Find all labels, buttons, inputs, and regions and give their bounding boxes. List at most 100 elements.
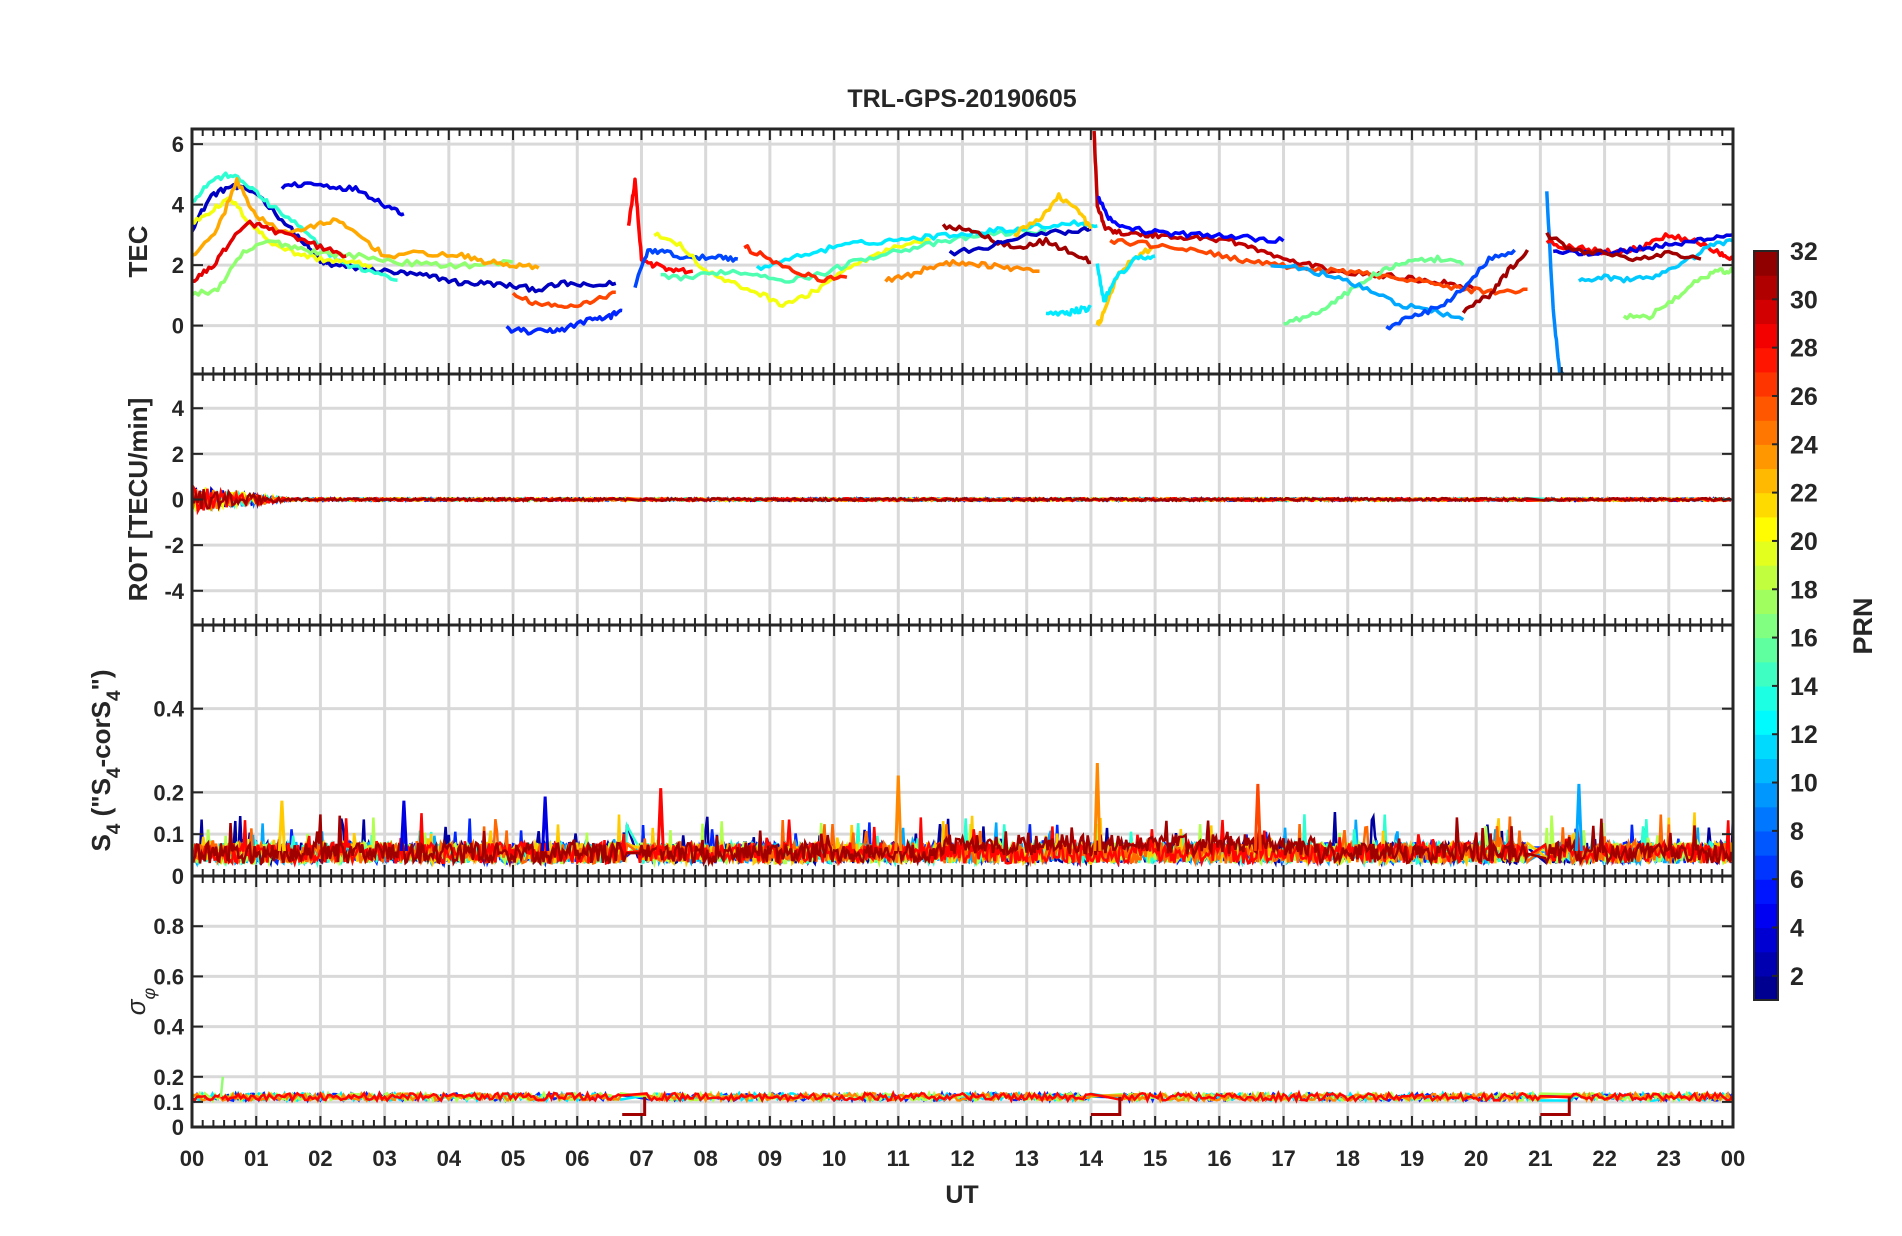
colorbar-tick-label: 12 xyxy=(1790,721,1818,749)
colorbar-band xyxy=(1754,685,1778,711)
tec-series-prn-17 xyxy=(1622,266,1733,321)
colorbar-band xyxy=(1754,395,1778,421)
panel-sigma-data xyxy=(192,1076,1733,1116)
y-tick-label: 0 xyxy=(172,314,184,339)
y-tick-label: 0.4 xyxy=(153,1015,184,1040)
colorbar-band xyxy=(1754,855,1778,880)
y-axis-label: ROT [TECU/min] xyxy=(123,398,153,602)
x-tick-label: 07 xyxy=(629,1146,653,1171)
x-tick-labels: 00 01 02 03 04 05 06 07 08 09 10 11 12 13 14 15 16 17 18 19… xyxy=(180,1146,1745,1171)
tec-series-prn-28 xyxy=(626,177,694,275)
colorbar-band xyxy=(1754,371,1778,397)
tec-series-prn-27 xyxy=(743,244,848,283)
y-tick-label: -2 xyxy=(164,533,184,558)
colorbar-band xyxy=(1754,420,1778,445)
tec-series-prn-14 xyxy=(192,171,398,282)
chart-title: TRL-GPS-20190605 xyxy=(847,85,1076,113)
colorbar-tick-label: 20 xyxy=(1790,528,1818,556)
colorbar-tick-label: 28 xyxy=(1790,335,1818,363)
colorbar-band xyxy=(1754,589,1778,615)
colorbar-band xyxy=(1754,710,1778,735)
colorbar-band xyxy=(1754,975,1778,1001)
colorbar-band xyxy=(1754,879,1778,904)
x-tick-label: 16 xyxy=(1207,1146,1231,1171)
s4-series-prn-31 xyxy=(192,814,1733,868)
tec-series-prn-5 xyxy=(1097,195,1285,244)
colorbar-band xyxy=(1754,540,1778,566)
y-tick-label: 0.8 xyxy=(153,914,184,939)
y-tick-label: 0 xyxy=(172,1115,184,1140)
x-tick-label: 08 xyxy=(693,1146,717,1171)
colorbar-band xyxy=(1754,661,1778,687)
y-tick-label: 0.6 xyxy=(153,964,184,989)
colorbar-band xyxy=(1754,758,1778,784)
colorbar-tick-label: 14 xyxy=(1790,673,1818,701)
colorbar-tick-label: 2 xyxy=(1790,963,1804,991)
colorbar-band xyxy=(1754,637,1778,663)
x-tick-label: 12 xyxy=(950,1146,974,1171)
colorbar-band xyxy=(1754,299,1778,325)
x-tick-label: 23 xyxy=(1657,1146,1681,1171)
tec-series-prn-20 xyxy=(653,231,932,308)
y-tick-label: -4 xyxy=(164,579,184,604)
s4-peak xyxy=(541,796,550,851)
colorbar-band xyxy=(1754,734,1778,759)
sigma-series-prn-28 xyxy=(192,1089,1733,1104)
tec-series-prn-16 xyxy=(1283,254,1465,326)
panel-rot-data xyxy=(192,484,1732,516)
colorbar-tick-label: 6 xyxy=(1790,866,1804,894)
colorbar-label: PRN xyxy=(1848,597,1878,654)
tec-series-prn-10 xyxy=(1270,263,1465,322)
tec-series-prn-22 xyxy=(1013,192,1093,238)
x-tick-label: 04 xyxy=(437,1146,462,1171)
tec-series-prn-4 xyxy=(280,181,405,217)
panel-s4-data xyxy=(192,763,1733,869)
y-tick-label: 0.2 xyxy=(153,1065,184,1090)
tec-series-prn-31 xyxy=(1545,231,1702,263)
rot-series-prn-31 xyxy=(192,488,1732,512)
colorbar-band xyxy=(1754,347,1778,373)
x-tick-label: 18 xyxy=(1336,1146,1360,1171)
colorbar-band xyxy=(1754,492,1778,518)
colorbar-tick-label: 16 xyxy=(1790,625,1818,653)
tec-series-prn-7 xyxy=(1385,248,1516,331)
y-tick-label: 4 xyxy=(172,396,185,421)
x-tick-label: 15 xyxy=(1143,1146,1167,1171)
s4-peak xyxy=(399,800,408,851)
colorbar-tick-label: 24 xyxy=(1790,431,1818,459)
sigma-dip xyxy=(622,1096,647,1116)
panel-tec: 0 2 4 6 TEC xyxy=(123,127,1735,376)
tec-series-prn-29 xyxy=(192,219,347,284)
colorbar-tick-label: 4 xyxy=(1790,915,1804,943)
panel-rot: -4 -2 0 2 4 ROT [TECU/min] xyxy=(123,372,1735,627)
tec-series-prn-24 xyxy=(884,258,1040,283)
s4-peak xyxy=(1253,783,1262,851)
y-tick-label: 2 xyxy=(172,253,184,278)
tec-series-prn-9 xyxy=(1545,191,1565,374)
tec-series-prn-12 xyxy=(755,219,1098,272)
colorbar-band xyxy=(1754,323,1778,349)
s4-peak xyxy=(1093,763,1102,851)
colorbar-band xyxy=(1754,565,1778,590)
colorbar-band xyxy=(1754,251,1778,276)
panel-sigma: 00.10.2 0.4 0.6 0.8 σφ xyxy=(121,874,1735,1140)
x-tick-label: 10 xyxy=(822,1146,846,1171)
x-tick-label: 06 xyxy=(565,1146,589,1171)
y-tick-label: 2 xyxy=(172,442,184,467)
tec-series-prn-12 xyxy=(1095,254,1156,303)
colorbar-band xyxy=(1754,275,1778,300)
x-tick-label: 19 xyxy=(1400,1146,1424,1171)
y-tick-label: 6 xyxy=(172,132,184,157)
x-tick-label: 22 xyxy=(1592,1146,1616,1171)
colorbar-tick-label: 22 xyxy=(1790,480,1818,508)
colorbar-band xyxy=(1754,782,1778,808)
x-axis-label: UT xyxy=(945,1181,978,1209)
x-tick-label: 11 xyxy=(887,1146,910,1171)
x-tick-label: 21 xyxy=(1528,1146,1552,1171)
colorbar-band xyxy=(1754,806,1778,832)
s4-peak xyxy=(277,800,286,851)
colorbar-band xyxy=(1754,444,1778,470)
tec-series-prn-26 xyxy=(511,290,616,309)
colorbar-band xyxy=(1754,516,1778,542)
